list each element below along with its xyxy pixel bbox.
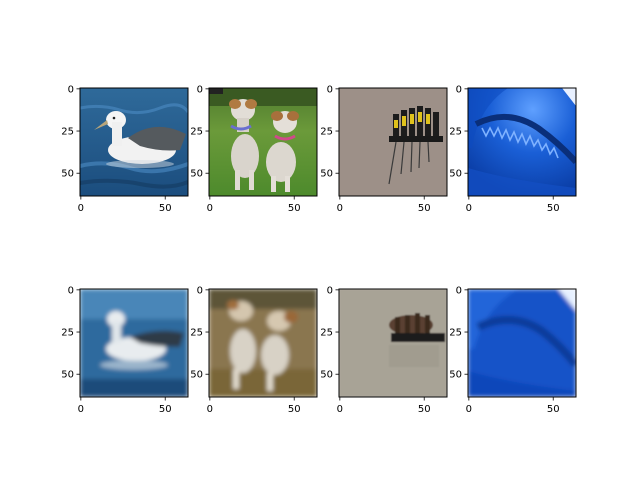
panel-albatross-recon xyxy=(80,289,188,397)
axes-frame xyxy=(79,288,189,398)
panel-albatross xyxy=(80,88,188,196)
y-tick-label: 0 xyxy=(68,84,74,95)
x-tick-label: 50 xyxy=(418,404,431,415)
axes-frame xyxy=(208,288,318,398)
x-tick-label: 0 xyxy=(337,404,343,415)
screwdrivers-image xyxy=(339,88,447,196)
y-tick-label: 25 xyxy=(449,127,462,138)
axes-frame xyxy=(338,87,448,197)
dogs-recon-image xyxy=(209,289,317,397)
y-tick-label: 0 xyxy=(456,285,462,296)
x-tick-label: 50 xyxy=(159,203,172,214)
axes-frame xyxy=(208,87,318,197)
x-tick-label: 0 xyxy=(78,404,84,415)
panel-dogs xyxy=(209,88,317,196)
screwdrivers-recon-image xyxy=(339,289,447,397)
axes-frame xyxy=(467,288,577,398)
y-tick-label: 0 xyxy=(68,285,74,296)
panel-shark xyxy=(468,88,576,196)
y-tick-label: 50 xyxy=(61,370,74,381)
y-tick-label: 25 xyxy=(190,127,203,138)
x-tick-label: 50 xyxy=(159,404,172,415)
x-tick-label: 0 xyxy=(466,203,472,214)
y-tick-label: 50 xyxy=(190,370,203,381)
x-tick-label: 50 xyxy=(547,203,560,214)
y-tick-label: 0 xyxy=(197,84,203,95)
albatross-recon-image xyxy=(80,289,188,397)
y-tick-label: 50 xyxy=(61,169,74,180)
panel-dogs-recon xyxy=(209,289,317,397)
panel-axes: 0 25 50 0 50 xyxy=(449,285,577,415)
y-tick-label: 50 xyxy=(449,370,462,381)
panel-axes: 0 25 50 0 50 xyxy=(61,285,189,415)
shark-recon-image xyxy=(468,289,576,397)
y-tick-label: 50 xyxy=(320,370,333,381)
x-tick-label: 0 xyxy=(78,203,84,214)
panel-axes: 0 25 50 0 50 xyxy=(190,84,318,214)
dogs-image xyxy=(209,88,317,196)
y-tick-label: 25 xyxy=(449,328,462,339)
panel-axes: 0 25 50 0 50 xyxy=(320,285,448,415)
y-tick-label: 25 xyxy=(320,127,333,138)
panel-axes: 0 25 50 0 50 xyxy=(61,84,189,214)
y-tick-label: 0 xyxy=(327,285,333,296)
y-tick-label: 50 xyxy=(320,169,333,180)
y-tick-label: 0 xyxy=(456,84,462,95)
y-tick-label: 25 xyxy=(320,328,333,339)
albatross-image xyxy=(80,88,188,196)
panel-axes: 0 25 50 0 50 xyxy=(320,84,448,214)
axes-frame xyxy=(79,87,189,197)
panel-shark-recon xyxy=(468,289,576,397)
y-tick-label: 25 xyxy=(190,328,203,339)
panel-screwdrivers xyxy=(339,88,447,196)
x-tick-label: 0 xyxy=(207,203,213,214)
y-tick-label: 0 xyxy=(197,285,203,296)
y-tick-label: 50 xyxy=(190,169,203,180)
panel-screwdrivers-recon xyxy=(339,289,447,397)
x-tick-label: 50 xyxy=(288,404,301,415)
axes-frame xyxy=(338,288,448,398)
panel-axes: 0 25 50 0 50 xyxy=(449,84,577,214)
x-tick-label: 50 xyxy=(547,404,560,415)
y-tick-label: 50 xyxy=(449,169,462,180)
panel-axes: 0 25 50 0 50 xyxy=(190,285,318,415)
x-tick-label: 50 xyxy=(288,203,301,214)
x-tick-label: 0 xyxy=(466,404,472,415)
axes-layer: 0 25 50 0 50 0 25 50 0 50 0 25 50 0 50 0 25 50 0 50 0 25 50 0 50… xyxy=(61,84,577,415)
x-tick-label: 0 xyxy=(337,203,343,214)
y-tick-label: 25 xyxy=(61,127,74,138)
x-tick-label: 50 xyxy=(418,203,431,214)
x-tick-label: 0 xyxy=(207,404,213,415)
y-tick-label: 25 xyxy=(61,328,74,339)
shark-image xyxy=(468,88,576,196)
y-tick-label: 0 xyxy=(327,84,333,95)
axes-frame xyxy=(467,87,577,197)
